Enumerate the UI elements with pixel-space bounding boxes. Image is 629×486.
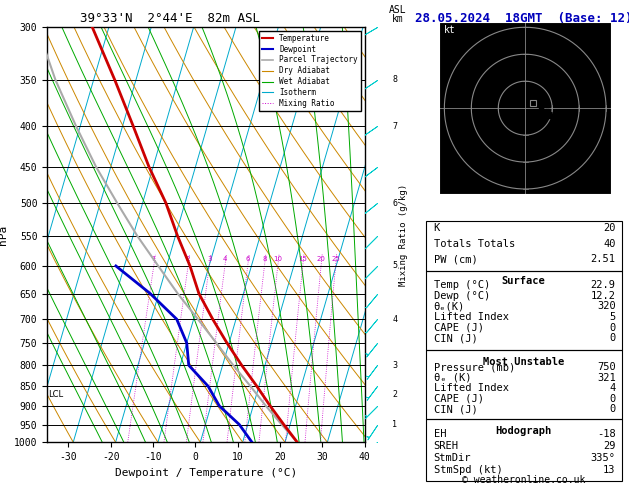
Text: 2: 2	[392, 390, 398, 399]
Text: 28.05.2024  18GMT  (Base: 12): 28.05.2024 18GMT (Base: 12)	[415, 12, 629, 25]
Text: 0: 0	[610, 394, 616, 404]
Text: Surface: Surface	[502, 277, 545, 286]
Text: 39°33'N  2°44'E  82m ASL: 39°33'N 2°44'E 82m ASL	[80, 12, 260, 25]
Text: 3: 3	[392, 361, 398, 370]
Text: LCL: LCL	[48, 390, 64, 399]
Text: 20: 20	[603, 223, 616, 233]
Text: Temp (°C): Temp (°C)	[434, 280, 490, 290]
Text: K: K	[434, 223, 440, 233]
Text: km: km	[392, 14, 403, 24]
Text: θₑ (K): θₑ (K)	[434, 373, 471, 383]
Text: 13: 13	[603, 466, 616, 475]
Text: Hodograph: Hodograph	[496, 426, 552, 436]
Text: Pressure (mb): Pressure (mb)	[434, 363, 515, 372]
Text: 10: 10	[273, 257, 282, 262]
Text: 335°: 335°	[591, 453, 616, 463]
Text: 15: 15	[298, 257, 307, 262]
Bar	[426, 271, 621, 350]
Text: 22.9: 22.9	[591, 280, 616, 290]
Text: CAPE (J): CAPE (J)	[434, 323, 484, 332]
Text: 2.51: 2.51	[591, 254, 616, 264]
Bar	[426, 418, 621, 481]
X-axis label: Dewpoint / Temperature (°C): Dewpoint / Temperature (°C)	[115, 468, 297, 478]
Text: Lifted Index: Lifted Index	[434, 383, 509, 394]
Text: 0: 0	[610, 404, 616, 415]
Text: 5: 5	[610, 312, 616, 322]
Text: 750: 750	[597, 363, 616, 372]
Y-axis label: hPa: hPa	[0, 225, 8, 244]
Text: 1: 1	[392, 420, 398, 429]
Text: 8: 8	[262, 257, 267, 262]
Text: CIN (J): CIN (J)	[434, 404, 477, 415]
Text: 4: 4	[610, 383, 616, 394]
Text: 321: 321	[597, 373, 616, 383]
Text: Most Unstable: Most Unstable	[483, 358, 564, 367]
Bar	[426, 350, 621, 418]
Text: Totals Totals: Totals Totals	[434, 239, 515, 249]
Text: 5: 5	[392, 261, 398, 270]
Text: 8: 8	[392, 75, 398, 85]
Text: 4: 4	[223, 257, 227, 262]
Text: CIN (J): CIN (J)	[434, 333, 477, 343]
Text: kt: kt	[444, 25, 456, 35]
Text: Mixing Ratio (g/kg): Mixing Ratio (g/kg)	[399, 183, 408, 286]
Text: StmSpd (kt): StmSpd (kt)	[434, 466, 503, 475]
Text: 12.2: 12.2	[591, 291, 616, 301]
Text: PW (cm): PW (cm)	[434, 254, 477, 264]
Text: EH: EH	[434, 429, 446, 439]
Text: 29: 29	[603, 441, 616, 451]
Text: 0: 0	[610, 323, 616, 332]
Text: Dewp (°C): Dewp (°C)	[434, 291, 490, 301]
Text: 7: 7	[392, 122, 398, 131]
Text: 40: 40	[603, 239, 616, 249]
Text: 4: 4	[392, 314, 398, 324]
Legend: Temperature, Dewpoint, Parcel Trajectory, Dry Adiabat, Wet Adiabat, Isotherm, Mi: Temperature, Dewpoint, Parcel Trajectory…	[259, 31, 361, 111]
Text: 2: 2	[186, 257, 190, 262]
Text: 20: 20	[316, 257, 325, 262]
Text: Lifted Index: Lifted Index	[434, 312, 509, 322]
Text: 1: 1	[152, 257, 156, 262]
Text: -18: -18	[597, 429, 616, 439]
Text: 25: 25	[331, 257, 340, 262]
Text: CAPE (J): CAPE (J)	[434, 394, 484, 404]
Text: 6: 6	[245, 257, 250, 262]
Text: 6: 6	[392, 199, 398, 208]
Text: 3: 3	[207, 257, 211, 262]
Text: 0: 0	[610, 333, 616, 343]
Text: SREH: SREH	[434, 441, 459, 451]
Text: StmDir: StmDir	[434, 453, 471, 463]
Text: © weatheronline.co.uk: © weatheronline.co.uk	[462, 474, 586, 485]
Text: 320: 320	[597, 301, 616, 312]
Text: θₑ(K): θₑ(K)	[434, 301, 465, 312]
Bar	[426, 221, 621, 271]
Text: ASL: ASL	[389, 4, 406, 15]
